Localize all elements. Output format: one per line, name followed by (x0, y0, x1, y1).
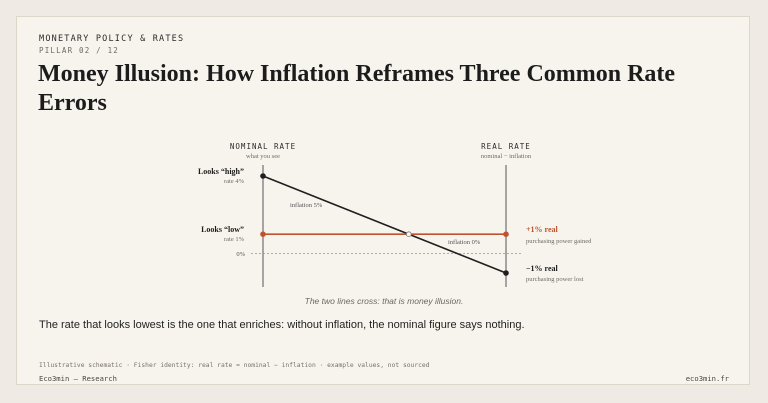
section-eyebrow: MONETARY POLICY & RATES (39, 34, 185, 44)
card: MONETARY POLICY & RATES PILLAR 02 / 12 M… (16, 16, 750, 385)
pillar-counter: PILLAR 02 / 12 (39, 46, 120, 55)
low-right-sublabel: purchasing power gained (526, 238, 592, 245)
real-axis-subtitle: nominal − inflation (481, 153, 532, 160)
high-real-point (503, 270, 509, 276)
site-link[interactable]: eco3min.fr (685, 374, 729, 383)
zero-label: 0% (236, 251, 245, 258)
high-left-sublabel: rate 4% (224, 178, 245, 185)
low-right-label: +1% real (526, 225, 559, 234)
crossing-point (405, 231, 412, 238)
high-left-label: Looks “high” (198, 167, 244, 176)
low-left-label: Looks “low” (201, 225, 244, 234)
brand-label: Eco3min — Research (39, 374, 117, 383)
page-title: Money Illusion: How Inflation Reframes T… (38, 61, 676, 116)
diagram-caption: The two lines cross: that is money illus… (304, 296, 464, 306)
low-nominal-point (260, 231, 266, 237)
money-illusion-diagram: NOMINAL RATE what you see REAL RATE nomi… (198, 142, 592, 287)
low-left-sublabel: rate 1% (224, 236, 245, 243)
high-rate-line (262, 175, 507, 274)
high-right-label: −1% real (526, 264, 559, 273)
real-axis-title: REAL RATE (481, 142, 531, 151)
takeaway-text: The rate that looks lowest is the one th… (39, 319, 525, 331)
low-real-point (503, 231, 509, 237)
low-line-label: inflation 0% (448, 239, 481, 246)
high-line-label: inflation 5% (290, 202, 323, 209)
footnote: Illustrative schematic · Fisher identity… (39, 362, 430, 369)
high-right-sublabel: purchasing power lost (526, 276, 584, 283)
nominal-axis-subtitle: what you see (246, 153, 280, 160)
high-nominal-point (260, 173, 266, 179)
nominal-axis-title: NOMINAL RATE (230, 142, 296, 151)
